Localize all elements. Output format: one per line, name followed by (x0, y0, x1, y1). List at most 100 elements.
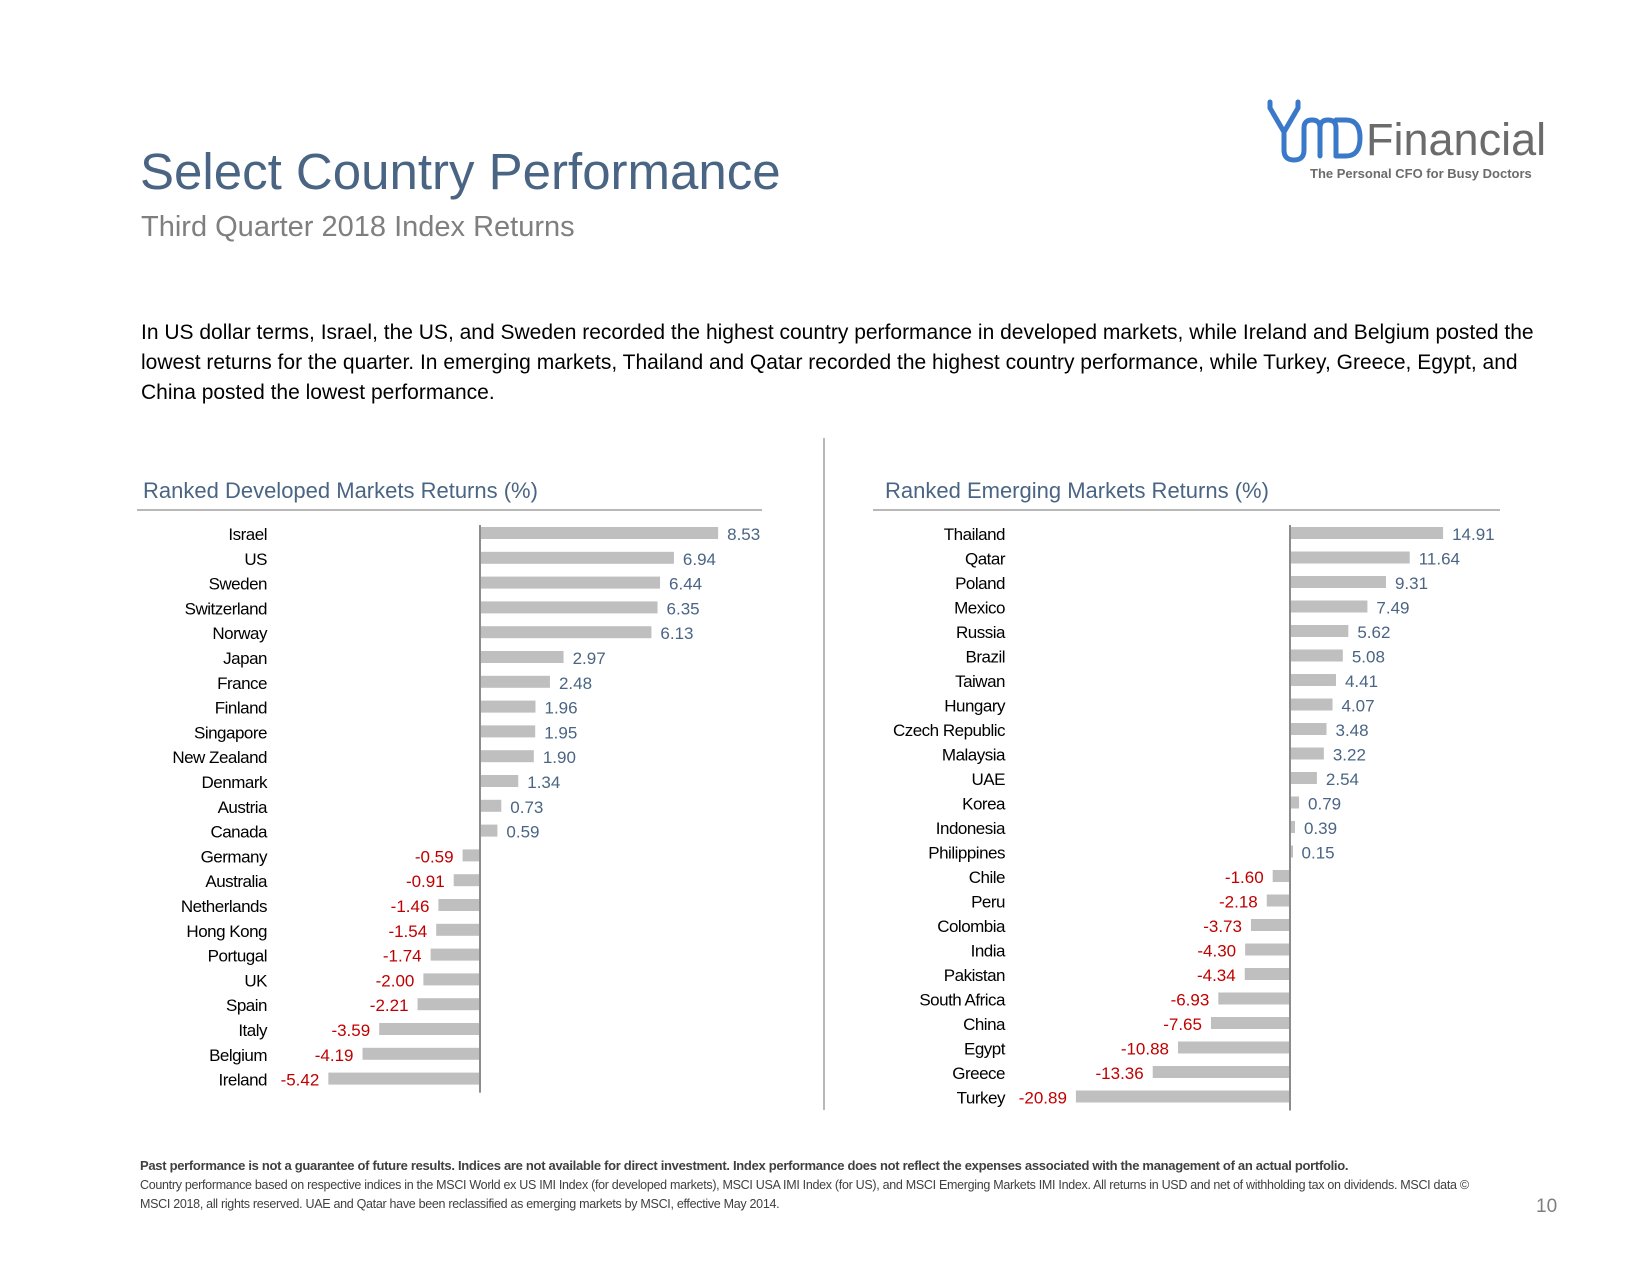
developed-category-label: Portugal (208, 947, 267, 966)
emerging-value-label: 2.54 (1326, 770, 1359, 789)
developed-category-label: Belgium (209, 1046, 267, 1065)
emerging-value-label: -3.73 (1203, 917, 1242, 936)
developed-value-label: 1.90 (543, 748, 576, 767)
developed-category-label: Singapore (194, 723, 267, 742)
emerging-bar (1244, 968, 1289, 980)
emerging-value-label: 5.08 (1352, 648, 1385, 667)
emerging-chart-rule (873, 509, 1500, 511)
stethoscope-md-icon (1267, 99, 1363, 163)
developed-value-label: 2.97 (573, 649, 606, 668)
developed-bar (481, 750, 534, 763)
developed-category-label: Sweden (209, 575, 267, 594)
emerging-category-label: Qatar (965, 550, 1006, 569)
emerging-bar (1266, 894, 1289, 907)
emerging-bar (1291, 821, 1295, 833)
emerging-category-label: Egypt (964, 1040, 1006, 1059)
developed-value-label: 2.48 (559, 674, 592, 693)
emerging-bar (1152, 1066, 1289, 1078)
page-number: 10 (1536, 1196, 1558, 1217)
developed-category-label: Switzerland (185, 599, 267, 618)
intro-paragraph: In US dollar terms, Israel, the US, and … (141, 321, 1534, 404)
developed-bar (462, 849, 479, 862)
emerging-value-label: -4.34 (1197, 966, 1236, 985)
developed-value-label: 6.13 (660, 624, 693, 643)
developed-category-label: Israel (228, 525, 267, 544)
emerging-category-label: Greece (952, 1064, 1005, 1083)
emerging-bar (1291, 747, 1324, 760)
emerging-category-label: Korea (962, 795, 1006, 814)
developed-bar (362, 1047, 479, 1060)
developed-chart-title: Ranked Developed Markets Returns (%) (143, 478, 538, 503)
developed-value-label: -1.74 (383, 947, 422, 966)
developed-bar (481, 626, 652, 639)
emerging-value-label: 0.15 (1302, 844, 1335, 863)
emerging-category-label: Colombia (937, 917, 1006, 936)
emerging-bar (1291, 845, 1293, 858)
emerging-value-label: 7.49 (1376, 599, 1409, 618)
emerging-category-label: Indonesia (936, 819, 1006, 838)
developed-category-label: Japan (223, 649, 267, 668)
emerging-chart-title: Ranked Emerging Markets Returns (%) (885, 478, 1269, 503)
emerging-value-label: -10.88 (1121, 1040, 1169, 1059)
developed-category-label: Australia (205, 872, 268, 891)
developed-value-label: 0.59 (506, 823, 539, 842)
emerging-category-label: Chile (969, 868, 1005, 887)
developed-bar (481, 601, 658, 614)
developed-category-label: France (217, 674, 267, 693)
developed-category-label: Canada (210, 823, 268, 842)
page-subtitle: Third Quarter 2018 Index Returns (141, 211, 575, 243)
emerging-category-label: UAE (972, 770, 1006, 789)
emerging-value-label: 0.79 (1308, 795, 1341, 814)
emerging-value-label: 3.48 (1335, 721, 1368, 740)
emerging-bar (1291, 772, 1317, 784)
emerging-value-label: 4.07 (1342, 697, 1375, 716)
emerging-bar (1291, 674, 1336, 686)
developed-value-label: 6.44 (669, 575, 702, 594)
emerging-value-label: 11.64 (1419, 550, 1460, 569)
developed-bar (481, 551, 674, 564)
emerging-category-label: Pakistan (944, 966, 1005, 985)
emerging-value-label: 3.22 (1333, 746, 1366, 765)
emerging-category-label: Peru (971, 893, 1005, 912)
emerging-value-label: -4.30 (1197, 942, 1236, 961)
developed-category-label: New Zealand (172, 748, 267, 767)
emerging-category-label: Taiwan (955, 672, 1005, 691)
disclaimer-bold: Past performance is not a guarantee of f… (140, 1158, 1349, 1173)
emerging-value-label: -2.18 (1219, 893, 1258, 912)
emerging-bar (1291, 625, 1349, 637)
emerging-bar (1218, 992, 1289, 1005)
developed-bar (417, 998, 479, 1011)
developed-value-label: -4.19 (315, 1046, 354, 1065)
emerging-value-label: -20.89 (1019, 1089, 1067, 1108)
logo-wordmark: Financial (1366, 114, 1547, 165)
developed-category-label: Norway (212, 624, 268, 643)
developed-category-label: Ireland (219, 1071, 268, 1090)
developed-bar (379, 1023, 479, 1035)
developed-category-label: Germany (201, 847, 268, 866)
developed-category-label: UK (244, 971, 268, 990)
developed-bar (481, 651, 564, 663)
emerging-bar (1245, 943, 1289, 956)
emerging-category-label: Malaysia (942, 746, 1006, 765)
developed-bar (481, 576, 661, 589)
emerging-category-label: Brazil (965, 648, 1005, 667)
developed-category-label: US (244, 550, 267, 569)
developed-category-label: Italy (238, 1021, 268, 1040)
emerging-category-label: Czech Republic (893, 721, 1006, 740)
emerging-value-label: -6.93 (1171, 991, 1210, 1010)
developed-bar (481, 527, 719, 539)
developed-category-label: Denmark (202, 773, 268, 792)
emerging-category-label: South Africa (919, 991, 1006, 1010)
developed-bar (436, 923, 479, 936)
disclaimer-note: Country performance based on respective … (140, 1178, 1469, 1211)
developed-bar (423, 973, 479, 986)
emerging-category-label: India (971, 942, 1006, 961)
emerging-category-label: Turkey (957, 1089, 1006, 1108)
developed-chart-rule (137, 509, 762, 511)
developed-value-label: -2.21 (370, 996, 409, 1015)
emerging-bar (1178, 1041, 1289, 1054)
emerging-bar (1210, 1017, 1289, 1029)
logo-tagline: The Personal CFO for Busy Doctors (1310, 166, 1532, 181)
developed-category-label: Finland (215, 699, 267, 718)
